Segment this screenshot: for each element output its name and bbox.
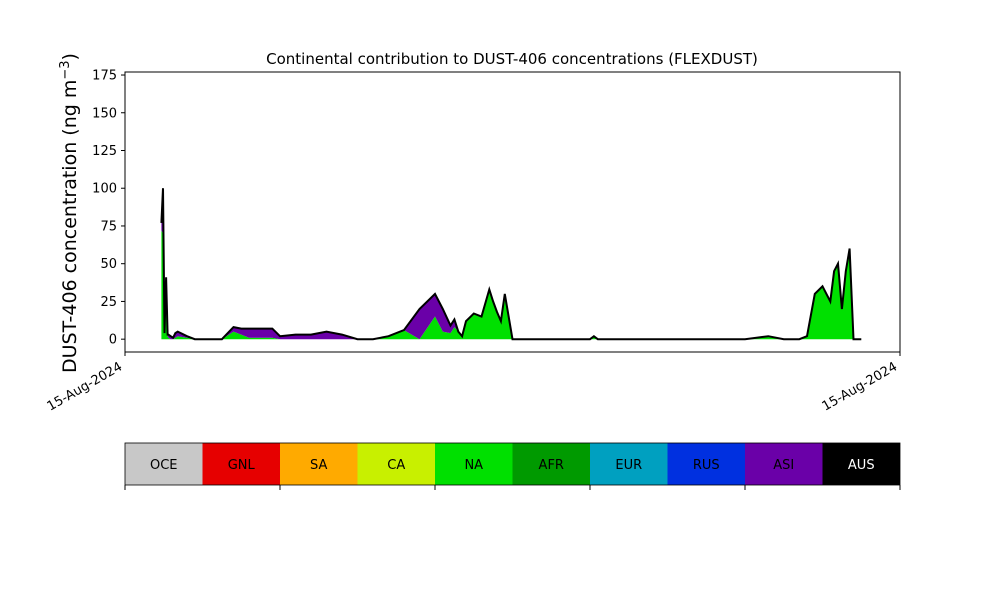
total-line [160,188,862,341]
legend-label-asi: ASI [773,458,794,473]
y-tick-label: 25 [100,295,117,310]
legend-swatch-gnl [202,443,280,485]
legend-swatch-sa [280,443,358,485]
y-axis-label-close: ) [59,53,81,60]
legend-label-na: NA [464,458,483,473]
y-tick-label: 50 [100,257,117,272]
legend-label-gnl: GNL [228,458,256,473]
legend-label-rus: RUS [693,458,720,473]
y-axis-ticks: 0 25 50 75 100 125 150 175 [92,69,125,348]
legend-label-sa: SA [310,458,327,473]
x-tick-label: 15-Aug-2024 [820,359,900,414]
legend-swatch-eur [590,443,668,485]
legend-swatch-asi [745,443,823,485]
legend-label-aus: AUS [848,458,875,473]
legend-swatch-ca [357,443,435,485]
plot-frame [124,71,901,353]
area-gnl [161,188,862,340]
y-tick-label: 125 [92,144,117,159]
legend-label-oce: OCE [150,458,178,473]
area-eur [161,188,862,340]
y-tick-label: 100 [92,182,117,197]
legend-swatch-oce [125,443,203,485]
legend-label-ca: CA [387,458,405,473]
area-rus [161,188,862,340]
y-tick-label: 150 [92,106,117,121]
x-axis-ticks: 15-Aug-2024 15-Aug-2024 [45,352,901,415]
y-tick-label: 75 [100,219,117,234]
y-axis-label-main: DUST-406 concentration (ng m [59,80,81,373]
x-tick-label: 15-Aug-2024 [45,359,125,414]
y-axis-label-exponent: −3 [58,60,73,79]
y-tick-label: 0 [109,333,117,348]
plot-marks [160,188,862,341]
area-na [161,230,862,340]
legend-swatch-afr [512,443,590,485]
legend-label-eur: EUR [615,458,642,473]
color-legend: OCE GNL SA CA NA AFR EUR RUS ASI AUS [124,442,901,490]
area-asi [161,188,862,340]
y-axis-label: DUST-406 concentration (ng m−3) [58,53,82,373]
legend-frame [124,442,901,486]
legend-label-afr: AFR [539,458,564,473]
legend-swatch-na [435,443,513,485]
y-tick-label: 175 [92,69,117,84]
legend-swatch-rus [667,443,745,485]
legend-swatch-aus [822,443,900,485]
chart-title: Continental contribution to DUST-406 con… [266,50,758,68]
